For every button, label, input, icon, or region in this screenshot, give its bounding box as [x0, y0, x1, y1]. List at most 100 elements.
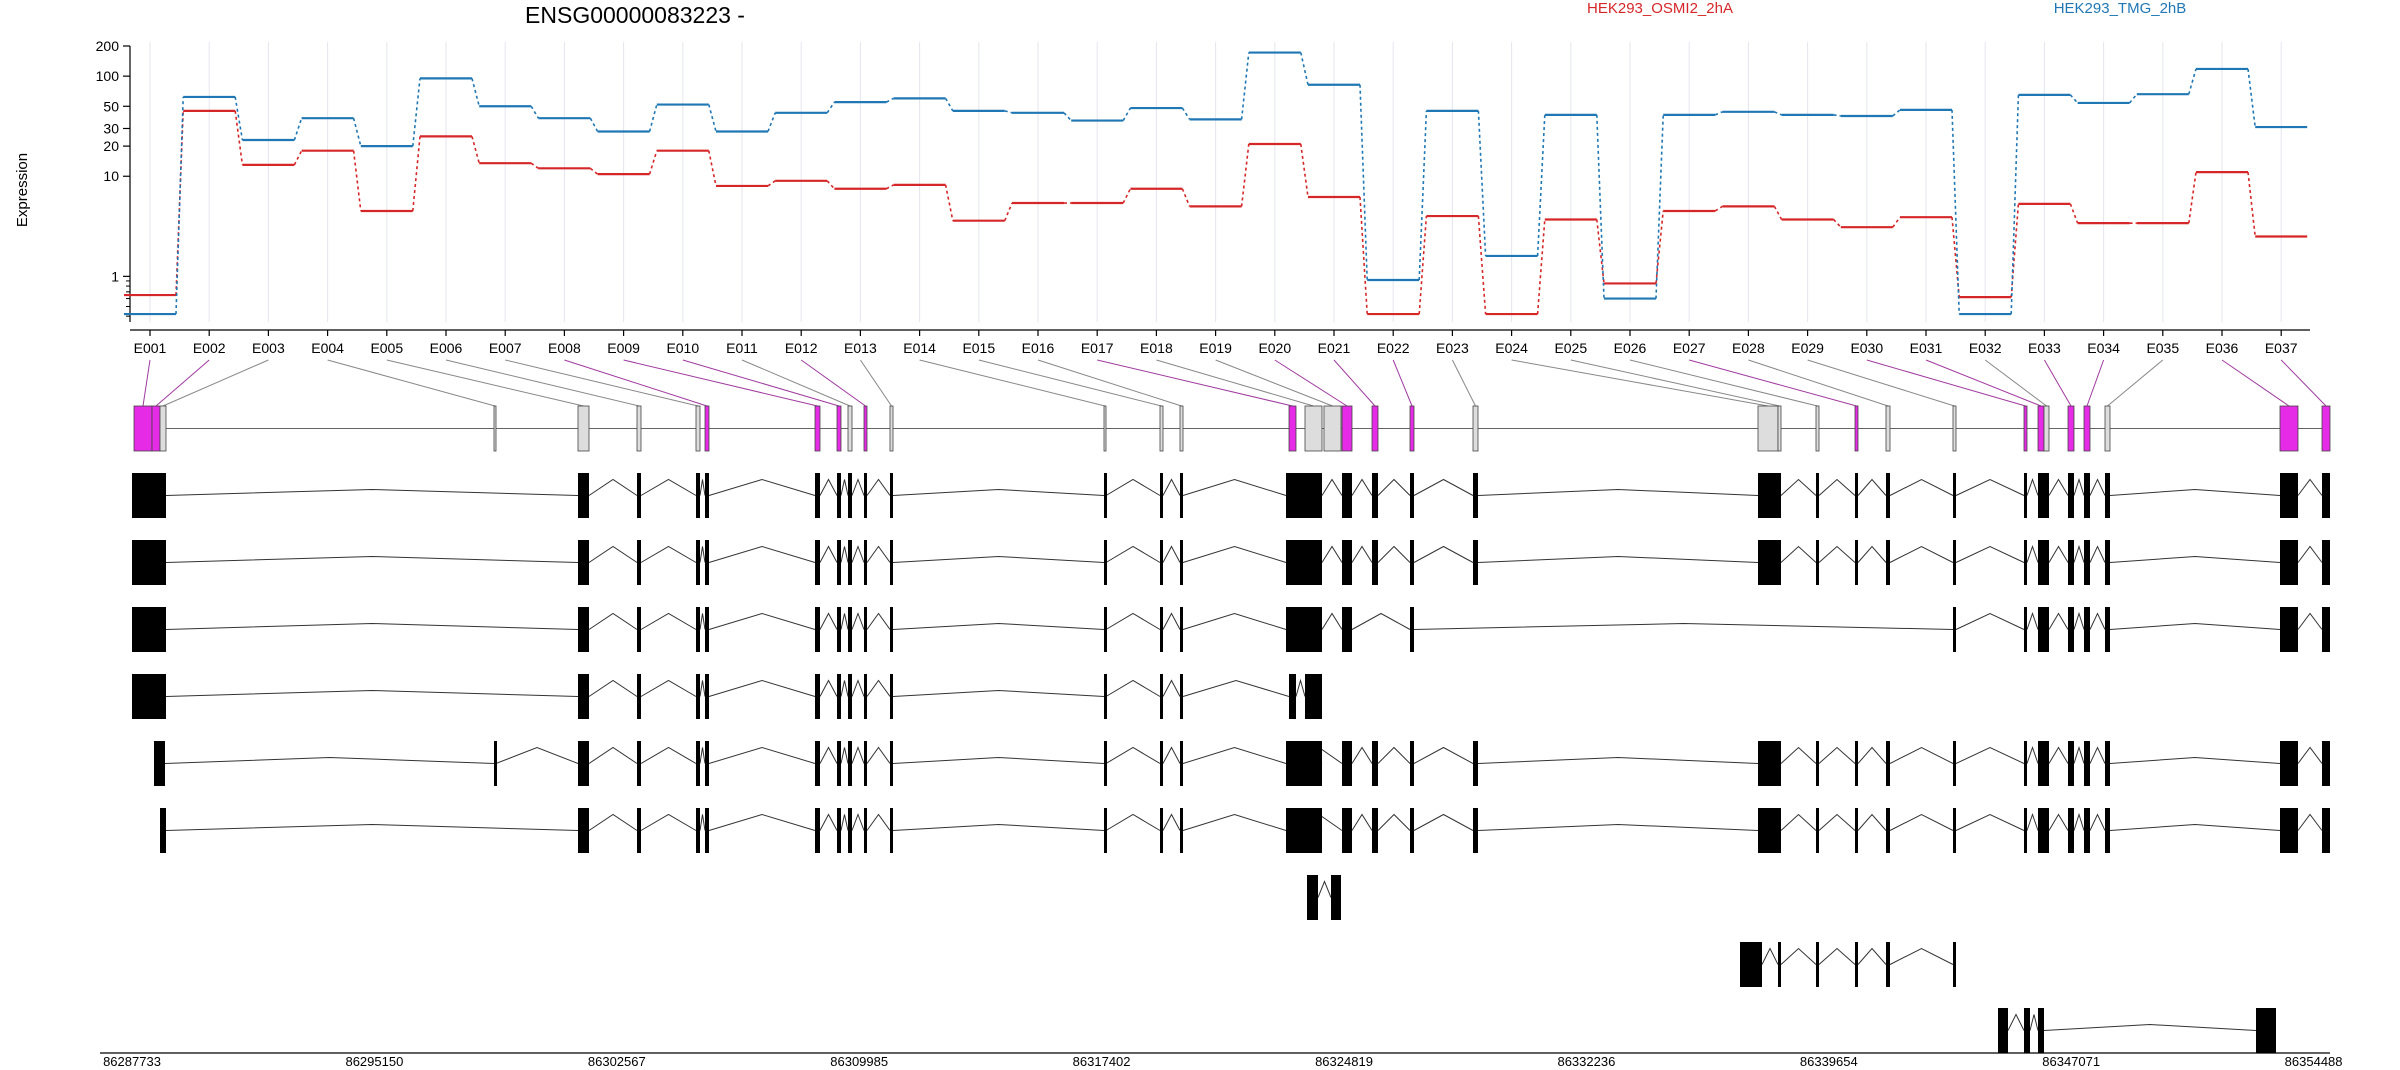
series-1-transition — [2188, 171, 2197, 224]
transcript-2-exon — [696, 540, 700, 585]
exon-block-E020 — [1341, 405, 1353, 452]
transcript-3-exon — [2084, 607, 2090, 652]
series-1-transition — [826, 180, 835, 190]
intron-line — [851, 813, 865, 831]
transcript-6-exon — [1886, 808, 1890, 853]
series-2-transition — [1004, 110, 1013, 114]
transcript-2-exon — [2038, 540, 2044, 585]
intron-line — [1761, 947, 1779, 965]
intron-line — [1889, 813, 1954, 831]
transcript-3-exon — [637, 607, 641, 652]
intron-line — [1162, 612, 1181, 630]
intron-line — [892, 756, 1105, 764]
connector-E016 — [1037, 359, 1182, 407]
transcript-1-exon — [1855, 473, 1858, 518]
series-2-transition — [1892, 109, 1901, 117]
intron-line — [1818, 813, 1856, 831]
intron-line — [1182, 545, 1287, 563]
genomic-coordinate-axis: 86287733 86295150 86302567 86309985 86317402… — [100, 1052, 2343, 1069]
series-1-transition — [2247, 172, 2256, 237]
exon-block-E033 — [2067, 405, 2075, 452]
transcript-3-exon — [578, 607, 589, 652]
transcript-6-exon — [2084, 808, 2090, 853]
transcript-4-exon — [837, 674, 841, 719]
connector-E005 — [386, 359, 584, 407]
transcript-4-exon — [890, 674, 893, 719]
intron-line — [819, 612, 838, 630]
series-2-transition — [1300, 52, 1309, 85]
genomic-tick-label: 86295150 — [345, 1054, 403, 1069]
exon-labels: E001 E002 E003 E004 E005 E006 E007 E008 E009 E010… — [130, 329, 2310, 356]
intron-line — [1351, 612, 1411, 630]
transcript-2-exon — [1180, 540, 1183, 585]
intron-line — [819, 679, 838, 697]
transcript-3-exon — [1410, 607, 1414, 652]
transcript-5-exon — [1758, 741, 1778, 786]
transcript-5-exon — [2024, 741, 2027, 786]
intron-line — [1413, 746, 1474, 764]
transcript-4-exon — [637, 674, 641, 719]
connector-E014 — [919, 359, 1106, 407]
intron-line — [1351, 746, 1373, 764]
connector-E011 — [741, 359, 851, 407]
transcript-2-exon — [132, 540, 166, 585]
series-2-transition — [1774, 111, 1782, 116]
exon-label-E029: E029 — [1791, 340, 1824, 356]
connector-E026 — [1629, 359, 1818, 407]
transcript-6-exon — [637, 808, 641, 853]
transcript-3-exon — [1342, 607, 1352, 652]
transcript-5-exon — [1342, 741, 1352, 786]
transcript-6-exon — [1953, 808, 1956, 853]
intron-line — [165, 622, 579, 630]
transcript-5-exon — [837, 741, 841, 786]
intron-line — [2297, 813, 2323, 831]
transcript-2-exon — [864, 540, 867, 585]
transcript-3-exon — [815, 607, 820, 652]
intron-line — [640, 679, 697, 697]
intron-line — [588, 545, 638, 563]
transcript-5-exon — [578, 741, 589, 786]
series-1-transition — [530, 162, 539, 169]
transcript-3-exon — [1286, 607, 1322, 652]
intron-line — [1162, 545, 1181, 563]
connector-E021 — [1333, 359, 1376, 407]
transcript-6-exon — [2280, 808, 2298, 853]
transcript-5-exon — [154, 741, 165, 786]
intron-line — [2026, 745, 2039, 764]
intron-line — [2297, 478, 2323, 496]
intron-line — [1317, 880, 1332, 898]
intron-line — [708, 612, 816, 630]
intron-line — [840, 613, 849, 630]
intron-line — [2048, 612, 2069, 630]
intron-line — [866, 612, 891, 630]
y-tick-label: 1 — [111, 268, 119, 284]
intron-line — [1477, 555, 1759, 563]
exon-label-E003: E003 — [252, 340, 285, 356]
series-2-transition — [886, 97, 894, 103]
intron-line — [588, 813, 638, 831]
series-2-transition — [234, 96, 244, 141]
intron-line — [892, 488, 1105, 496]
y-axis-label: Expression — [14, 153, 31, 227]
transcript-8-exon — [1778, 942, 1781, 987]
exon-block-E018 — [1304, 405, 1323, 452]
transcript-5-exon — [815, 741, 820, 786]
intron-line — [699, 479, 706, 496]
transcript-4-exon — [705, 674, 709, 719]
transcript-4-exon — [696, 674, 700, 719]
genomic-tick-label: 86332236 — [1557, 1054, 1615, 1069]
transcript-1-exon — [1104, 473, 1107, 518]
transcript-5-exon — [1886, 741, 1890, 786]
exon-block-E003 — [159, 405, 167, 452]
intron-line — [1780, 746, 1817, 764]
transcript-2-exon — [1286, 540, 1322, 585]
transcript-6-exon — [1104, 808, 1107, 853]
intron-line — [165, 555, 579, 563]
series-2-transition — [175, 96, 184, 315]
transcript-2-exon — [1473, 540, 1478, 585]
intron-line — [708, 746, 816, 764]
intron-line — [2029, 1014, 2039, 1031]
exon-block-E036 — [2279, 405, 2299, 452]
chart-title: ENSG00000083223 - — [525, 2, 745, 28]
transcript-2-exon — [1410, 540, 1414, 585]
